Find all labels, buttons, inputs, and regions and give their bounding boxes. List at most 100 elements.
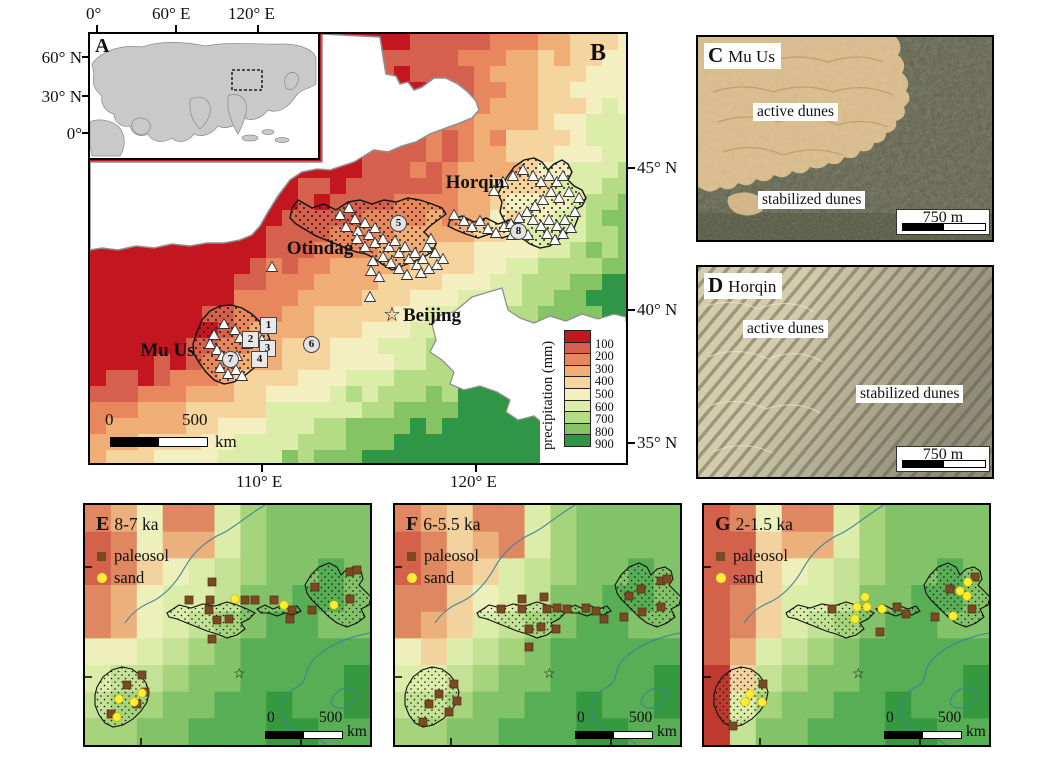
panel-label: C Mu Us <box>704 43 781 69</box>
right-axis-label-40n: 40° N <box>637 300 678 319</box>
satellite-canvas <box>698 267 992 477</box>
right-axis-tick <box>628 309 635 311</box>
sample-site-triangle <box>228 323 242 335</box>
map-legend: paleosol sand <box>97 545 169 589</box>
paleosol-swatch-icon <box>97 551 106 561</box>
sample-site-triangle <box>465 220 479 232</box>
paleosol-marker <box>122 680 132 690</box>
sand-marker <box>329 600 339 610</box>
sand-swatch-icon <box>407 573 417 583</box>
legend-swatch <box>564 434 591 447</box>
paleosol-marker <box>562 604 572 614</box>
coastline <box>434 505 576 624</box>
sample-site-triangle <box>481 222 495 234</box>
map-legend: paleosol sand <box>716 545 788 589</box>
legend-value: 700 <box>595 412 614 427</box>
site-marker-circle: 6 <box>303 336 320 353</box>
scale-bar: 0 500 km <box>571 709 679 745</box>
paleosol-marker <box>542 604 552 614</box>
scalebar-zero: 0 <box>267 709 275 726</box>
sand-marker <box>955 586 965 596</box>
beijing-star-icon: ☆ <box>852 667 865 682</box>
scalebar-zero: 0 <box>886 709 894 726</box>
scalebar-max: 500 <box>938 709 962 726</box>
sample-site-triangle <box>534 175 548 187</box>
sand-swatch-icon <box>97 573 107 583</box>
sample-site-triangle <box>217 317 231 329</box>
scale-bar-fill <box>902 460 986 468</box>
sample-site-triangle <box>473 214 487 226</box>
paleosol-marker <box>517 594 527 604</box>
scalebar-unit: km <box>657 723 677 740</box>
left-axis-tick <box>82 95 88 97</box>
sample-site-triangle <box>550 219 564 231</box>
site-marker-square: 4 <box>251 351 268 368</box>
left-axis-label-60n: 60° N <box>41 48 82 67</box>
paleosol-marker <box>345 594 355 604</box>
paleosol-marker <box>591 606 601 616</box>
active-dunes-label: active dunes <box>743 320 829 338</box>
sample-site-triangle <box>516 163 530 175</box>
sample-site-triangle <box>430 258 444 270</box>
sample-site-triangle <box>229 363 243 375</box>
paleosol-marker <box>352 565 362 575</box>
top-axis-tick <box>175 25 177 32</box>
paleosol-marker <box>204 605 214 615</box>
panel-c-satellite: C Mu Us active dunes stabilized dunes 750… <box>696 35 994 242</box>
site-marker-square: 2 <box>242 331 259 348</box>
sand-marker <box>757 697 767 707</box>
sample-site-triangle <box>402 252 416 264</box>
sand-marker <box>112 712 122 722</box>
sand-label: sand <box>733 568 764 587</box>
panel-letter: E <box>96 513 110 535</box>
study-area-box <box>231 69 263 91</box>
paleosol-marker <box>662 574 672 584</box>
sample-site-triangle <box>392 246 406 258</box>
top-axis-tick <box>96 25 98 32</box>
legend-value: 600 <box>595 399 614 414</box>
sample-site-triangle <box>424 232 438 244</box>
sample-site-triangle <box>342 201 356 213</box>
timeslice-map-canvas <box>395 505 680 745</box>
region-label-mu-us: Mu Us <box>140 340 195 361</box>
scalebar-zero: 0 <box>105 410 114 429</box>
sand-marker <box>745 689 755 699</box>
scale-bar-fill <box>111 438 159 446</box>
scale-bar: 0 500 km <box>880 709 988 745</box>
sample-site-triangle <box>556 227 570 239</box>
scale-bar-fill <box>884 731 962 739</box>
sample-site-triangle <box>358 216 372 228</box>
sample-site-triangle <box>520 205 534 217</box>
paleosol-marker <box>624 591 634 601</box>
sand-marker <box>850 614 860 624</box>
scalebar-label: 750 m <box>922 209 964 226</box>
paleosol-marker <box>285 614 295 624</box>
coastline <box>124 505 266 624</box>
panel-letter: A <box>95 35 110 57</box>
sample-site-triangle <box>548 233 562 245</box>
paleosol-marker <box>539 592 549 602</box>
top-axis-label-0: 0° <box>86 4 102 23</box>
paleosol-marker <box>656 602 666 612</box>
panel-label: E 8-7 ka <box>96 513 159 536</box>
sample-site-triangle <box>534 219 548 231</box>
left-axis-label-30n: 30° N <box>41 87 82 106</box>
sand-marker <box>137 688 147 698</box>
top-axis-tick <box>257 25 259 32</box>
sample-site-triangle <box>420 240 434 252</box>
legend-title: precipitation (mm) <box>540 340 556 450</box>
paleosol-marker <box>524 624 534 634</box>
paleosol-swatch-icon <box>407 551 416 561</box>
legend-value: 500 <box>595 387 614 401</box>
map-legend: paleosol sand <box>407 545 479 589</box>
bottom-axis-label-120e: 120° E <box>450 472 497 491</box>
coastline <box>949 687 977 709</box>
site-marker-circle: 8 <box>510 223 527 240</box>
panel-g-timeslice: G 2-1.5 ka paleosol sand ☆ 0 500 km <box>702 503 991 747</box>
paleosol-marker <box>307 605 317 615</box>
sample-site-triangle <box>376 250 390 262</box>
paleosol-marker <box>827 604 837 614</box>
sample-site-triangle <box>333 208 347 220</box>
sample-site-triangle <box>384 256 398 268</box>
